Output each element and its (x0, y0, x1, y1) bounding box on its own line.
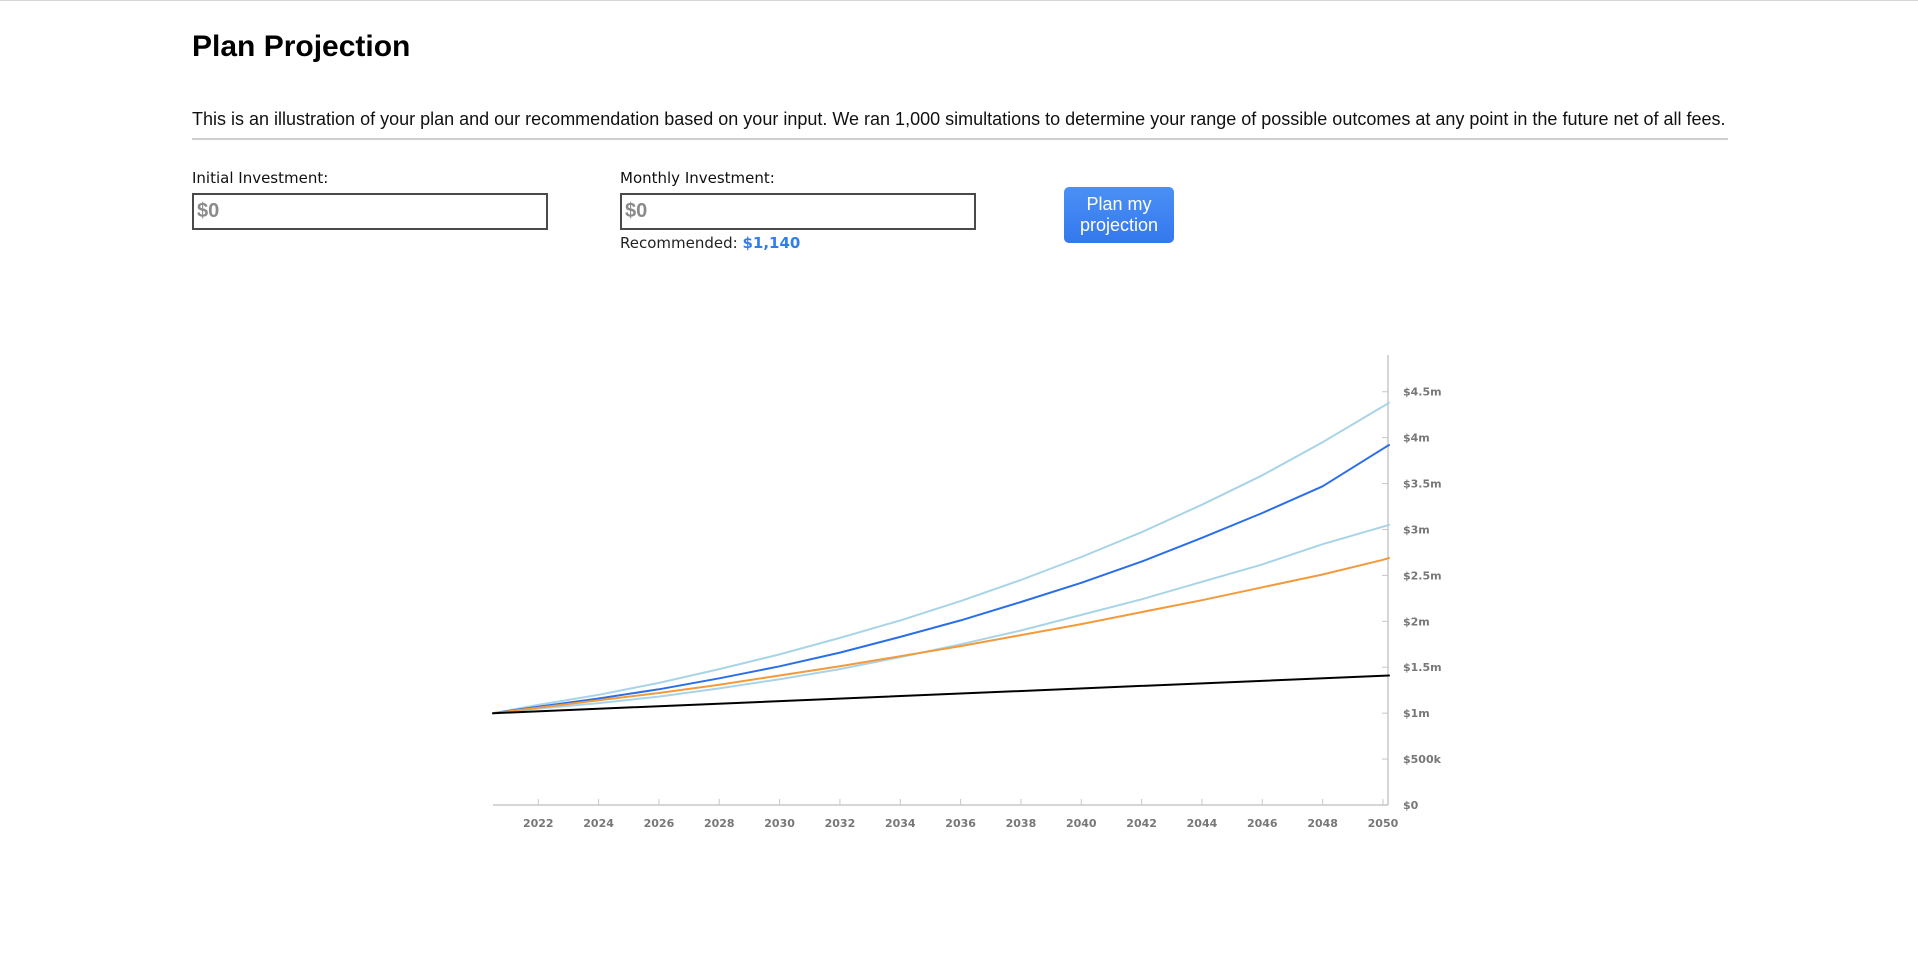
series-line-median (492, 444, 1390, 715)
recommended-text: Recommended: $1,140 (620, 234, 800, 252)
x-tick-label: 2050 (1368, 817, 1399, 830)
y-tick-label: $4m (1403, 432, 1430, 445)
x-tick-label: 2038 (1006, 817, 1037, 830)
series-line-lower-band (492, 523, 1390, 715)
series-line-plan (492, 557, 1390, 715)
top-border (0, 0, 1918, 1)
x-tick-label: 2048 (1307, 817, 1338, 830)
y-tick-label: $1.5m (1403, 661, 1442, 674)
monthly-investment-field-wrapper (620, 193, 976, 230)
page-title: Plan Projection (192, 30, 411, 63)
y-tick-label: $4.5m (1403, 386, 1442, 399)
initial-investment-label: Initial Investment: (192, 169, 329, 187)
y-tick-label: $3.5m (1403, 478, 1442, 491)
recommended-amount: $1,140 (742, 234, 801, 252)
x-tick-label: 2044 (1187, 817, 1218, 830)
initial-investment-input[interactable] (194, 195, 546, 228)
plan-projection-button[interactable]: Plan my projection (1064, 187, 1174, 243)
initial-investment-field-wrapper (192, 193, 548, 230)
x-tick-label: 2026 (644, 817, 675, 830)
monthly-investment-input[interactable] (622, 195, 974, 228)
x-tick-label: 2028 (704, 817, 735, 830)
y-tick-label: $2m (1403, 615, 1430, 628)
y-tick-label: $2.5m (1403, 569, 1442, 582)
y-tick-label: $500k (1403, 753, 1442, 766)
y-tick-label: $3m (1403, 523, 1430, 536)
x-tick-label: 2024 (583, 817, 614, 830)
x-tick-label: 2036 (945, 817, 976, 830)
series-line-baseline (492, 674, 1390, 715)
series-line-upper-band (492, 401, 1390, 715)
x-tick-label: 2030 (764, 817, 795, 830)
x-tick-label: 2032 (825, 817, 856, 830)
x-tick-label: 2040 (1066, 817, 1097, 830)
x-tick-label: 2034 (885, 817, 916, 830)
divider (192, 138, 1728, 140)
x-tick-label: 2022 (523, 817, 554, 830)
monthly-investment-label: Monthly Investment: (620, 169, 775, 187)
y-tick-label: $0 (1403, 799, 1419, 812)
y-tick-label: $1m (1403, 707, 1430, 720)
recommended-label: Recommended: (620, 234, 738, 252)
page-description: This is an illustration of your plan and… (192, 109, 1726, 129)
x-tick-label: 2046 (1247, 817, 1278, 830)
x-tick-label: 2042 (1126, 817, 1157, 830)
